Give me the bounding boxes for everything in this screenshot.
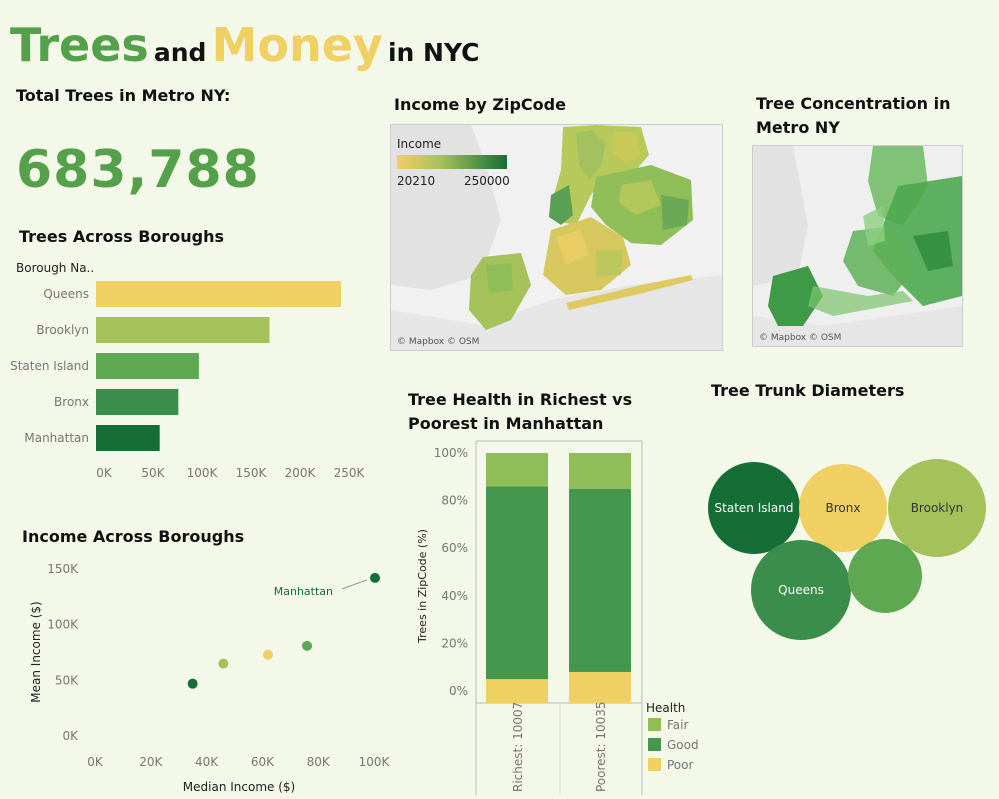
boroughs-chart-title: Trees Across Boroughs — [19, 227, 225, 246]
trunk-bubble[interactable] — [751, 540, 851, 640]
bar-brooklyn[interactable] — [96, 317, 270, 343]
health-y-tick: 0% — [449, 684, 468, 698]
bar-x-tick: 0K — [96, 466, 113, 480]
health-segment-poor[interactable] — [569, 671, 631, 703]
scatter-x-tick: 60K — [251, 755, 275, 769]
scatter-point[interactable] — [370, 572, 380, 583]
bar-x-tick: 100K — [187, 466, 219, 480]
health-y-tick: 80% — [441, 494, 468, 508]
health-y-tick: 40% — [441, 589, 468, 603]
health-y-tick: 60% — [441, 541, 468, 555]
concentration-title: Tree Concentration in Metro NY — [756, 94, 951, 137]
scatter-x-tick: 100K — [359, 755, 391, 769]
trunk-bubble[interactable] — [708, 462, 800, 554]
income-legend-min: 20210 — [397, 174, 435, 188]
bar-bronx[interactable] — [96, 389, 179, 415]
trunk-bubble[interactable] — [888, 459, 986, 557]
scatter-x-tick: 20K — [139, 755, 163, 769]
trunk-bubble-label: Brooklyn — [911, 501, 964, 515]
income-map-credit: © Mapbox © OSM — [397, 337, 479, 347]
health-legend-swatch — [648, 718, 661, 731]
health-legend-swatch — [648, 738, 661, 751]
health-y-label: Trees in ZipCode (%) — [416, 529, 429, 644]
bar-x-tick: 150K — [236, 466, 268, 480]
scatter-x-tick: 80K — [307, 755, 331, 769]
health-category-label: Richest: 10007 — [511, 702, 525, 792]
title-in-nyc: in NYC — [387, 38, 480, 67]
bar-category-label: Bronx — [54, 395, 89, 409]
scatter-point-label: Manhattan — [274, 585, 333, 598]
scatter-x-tick: 40K — [195, 755, 219, 769]
scatter-point[interactable] — [187, 678, 198, 689]
bar-manhattan[interactable] — [96, 425, 160, 451]
health-segment-fair[interactable] — [569, 453, 631, 489]
health-category-label: Poorest: 10035 — [594, 701, 608, 792]
health-y-tick: 20% — [441, 636, 468, 650]
scatter-y-label: Mean Income ($) — [29, 601, 43, 702]
scatter-y-tick: 100K — [47, 618, 79, 632]
scatter-y-tick: 0K — [62, 729, 79, 743]
bar-category-label: Staten Island — [10, 359, 89, 373]
income-legend-gradient — [397, 155, 507, 169]
bar-x-tick: 250K — [334, 466, 366, 480]
bar-category-label: Queens — [43, 287, 89, 301]
income-boroughs-title: Income Across Boroughs — [22, 527, 245, 546]
scatter-y-tick: 50K — [55, 673, 79, 687]
title-and: and — [153, 38, 207, 67]
tree-concentration-map[interactable]: © Mapbox © OSM — [752, 145, 963, 347]
health-y-tick: 100% — [434, 446, 468, 460]
total-trees-label: Total Trees in Metro NY: — [16, 86, 231, 105]
income-map-canvas: Income 20210 250000 © Mapbox © OSM — [391, 125, 722, 350]
bar-x-tick: 200K — [285, 466, 317, 480]
tree-concentration-canvas: © Mapbox © OSM — [753, 146, 962, 346]
scatter-point[interactable] — [262, 649, 273, 660]
health-plot-frame — [475, 440, 643, 704]
health-segment-poor[interactable] — [486, 679, 548, 703]
trunk-bubble-chart: Staten Island Bronx Brooklyn Queens — [708, 459, 986, 640]
bar-staten-island[interactable] — [96, 353, 199, 379]
income-map[interactable]: Income 20210 250000 © Mapbox © OSM — [390, 124, 723, 351]
health-legend-title: Health — [646, 701, 685, 715]
boroughs-bar-chart: Borough Na.. Queens Brooklyn Staten Island… — [10, 261, 366, 480]
health-legend-label: Poor — [667, 758, 693, 772]
health-segment-fair[interactable] — [486, 453, 548, 487]
scatter-point[interactable] — [218, 658, 229, 669]
trunk-chart-title: Tree Trunk Diameters — [711, 381, 905, 400]
health-stacked-chart: Trees in ZipCode (%) 0% 20% 40% 60% 80% 100% R… — [416, 440, 699, 795]
title-trees: Trees — [10, 18, 149, 72]
dashboard-title: Trees and Money in NYC — [10, 18, 480, 72]
trunk-bubble-label: Queens — [778, 583, 824, 597]
scatter-y-tick: 150K — [47, 562, 79, 576]
total-trees-value: 683,788 — [16, 140, 260, 200]
bar-category-label: Manhattan — [24, 431, 89, 445]
income-legend-label: Income — [397, 137, 441, 151]
scatter-point[interactable] — [302, 640, 313, 651]
trunk-bubble[interactable] — [799, 464, 887, 552]
health-segment-good[interactable] — [486, 486, 548, 680]
bar-queens[interactable] — [96, 281, 341, 307]
health-legend-label: Good — [667, 738, 699, 752]
title-money: Money — [211, 18, 383, 72]
trunk-bubble-label: Staten Island — [715, 501, 794, 515]
boroughs-axis-header: Borough Na.. — [16, 261, 94, 275]
trunk-bubble-label: Bronx — [826, 501, 861, 515]
bar-category-label: Brooklyn — [36, 323, 89, 337]
bar-x-tick: 50K — [141, 466, 165, 480]
scatter-annotation-line — [341, 579, 368, 590]
income-map-title: Income by ZipCode — [394, 95, 566, 114]
trunk-bubble[interactable] — [848, 539, 922, 613]
income-legend-max: 250000 — [464, 174, 510, 188]
scatter-x-tick: 0K — [87, 755, 104, 769]
health-segment-good[interactable] — [569, 488, 631, 672]
health-legend-swatch — [648, 758, 661, 771]
concentration-map-credit: © Mapbox © OSM — [759, 333, 841, 343]
health-legend-label: Fair — [667, 718, 688, 732]
income-scatter-chart: 0K 20K 40K 60K 80K 100K 0K 50K 100K 150K Manhattan… — [29, 562, 391, 794]
health-chart-title: Tree Health in Richest vs Poorest in Man… — [408, 390, 633, 433]
scatter-x-label: Median Income ($) — [183, 780, 295, 794]
